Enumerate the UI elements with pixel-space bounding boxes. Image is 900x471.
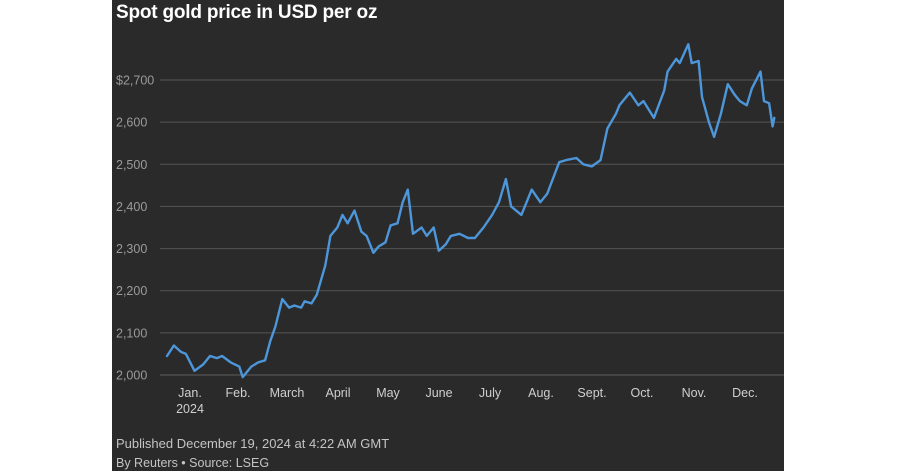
x-tick-label: May <box>376 386 400 400</box>
x-tick-label: Oct. <box>631 386 654 400</box>
x-tick-label: Sept. <box>577 386 606 400</box>
source-note: By Reuters • Source: LSEG <box>116 456 270 470</box>
published-note: Published December 19, 2024 at 4:22 AM G… <box>116 436 390 451</box>
y-tick-label: 2,200 <box>116 284 147 298</box>
y-tick-label: 2,100 <box>116 326 147 340</box>
y-tick-label: 2,300 <box>116 242 147 256</box>
x-tick-label: Jan. <box>178 386 202 400</box>
y-tick-label: 2,500 <box>116 158 147 172</box>
x-tick-label: Feb. <box>225 386 250 400</box>
y-tick-label: 2,000 <box>116 369 147 383</box>
x-tick-sublabel: 2024 <box>176 402 204 416</box>
x-tick-label: March <box>270 386 305 400</box>
x-tick-label: April <box>325 386 350 400</box>
y-tick-label: 2,600 <box>116 116 147 130</box>
line-chart: 2,000 2,100 2,200 2,300 2,400 2,500 2,600 $2,70… <box>116 43 784 416</box>
x-tick-label: Aug. <box>528 386 554 400</box>
chart-title: Spot gold price in USD per oz <box>116 2 378 23</box>
x-tick-label: Dec. <box>732 386 758 400</box>
gold-price-line <box>165 43 776 379</box>
x-tick-label: June <box>425 386 452 400</box>
x-tick-label: July <box>479 386 502 400</box>
x-tick-label: Nov. <box>682 386 707 400</box>
y-tick-label: $2,700 <box>116 74 154 88</box>
chart-panel: Spot gold price in USD per oz 2,000 2,100… <box>112 0 784 471</box>
y-tick-label: 2,400 <box>116 200 147 214</box>
